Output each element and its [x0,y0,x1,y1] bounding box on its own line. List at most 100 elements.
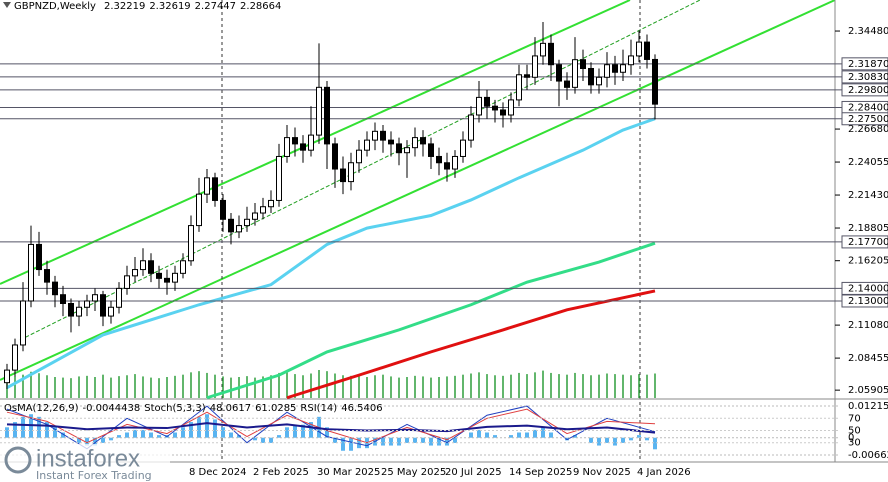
candle-body [492,105,498,111]
candle-body [348,162,354,183]
y-tick-label: 2.16205 [848,256,888,267]
candle-body [476,96,482,116]
candle-body [316,86,322,136]
y-tick-label: 2.11080 [848,320,888,331]
candle-body [100,294,106,317]
candle-body [644,41,650,60]
candle-body [620,64,626,73]
candle-body [172,272,178,283]
osma-tick-label: -0.006625 [848,450,888,461]
ohlc-value: 2.32219 [104,1,145,12]
candle-body [404,147,410,154]
channel-mid [19,0,701,341]
candle-body [556,64,562,82]
level-label: 2.29800 [848,85,888,96]
candle-body [276,155,282,201]
menu-icon[interactable] [3,2,11,8]
candle-body [572,59,578,88]
candle-body [388,139,394,145]
candle-body [148,260,154,274]
indicator-header: 46.5406 [341,403,382,414]
candle-body [428,143,434,157]
candle-body [396,143,402,154]
level-label-box [841,57,888,71]
candle-body [412,137,418,149]
level-label-box [841,83,888,97]
y-tick-label: 2.26680 [848,124,888,135]
candle-body [628,55,634,66]
candle-body [124,275,130,289]
x-tick-label: 9 Nov 2025 [573,467,631,478]
candle-body [116,287,122,308]
candle-body [444,162,450,170]
level-label-box [841,235,888,249]
candle-body [36,243,42,271]
logo-icon [4,446,32,474]
candle-body [436,155,442,164]
candle-body [92,294,98,302]
indicator-header: 48.0617 [210,403,251,414]
channel-upper [0,0,631,285]
candle-body [468,114,474,141]
y-tick-label: 2.05905 [848,385,888,396]
level-label: 2.28400 [848,102,888,113]
pct-tick-label: 70 [848,413,861,424]
level-label-box [841,70,888,84]
pct-tick-label: 30 [848,438,861,449]
candle-body [604,64,610,78]
candle-body [324,86,330,145]
candle-body [60,294,66,304]
indicator-header: Stoch(5,3,3) [144,403,206,414]
indicator-header: -0.0044438 [83,403,141,414]
x-tick-label: 4 Jan 2026 [637,467,691,478]
candle-body [340,168,346,183]
candle-body [132,269,138,277]
x-tick-label: 25 May 2025 [381,467,446,478]
candle-body [140,260,146,271]
candle-body [84,300,90,308]
candle-body [196,193,202,227]
level-label-box [841,294,888,308]
ohlc-value: 2.32619 [149,1,190,12]
candle-body [220,199,226,220]
candle-body [580,59,586,69]
x-tick-label: 30 Mar 2025 [317,467,380,478]
y-tick-label: 2.21430 [848,190,888,201]
candle-body [460,139,466,157]
level-label-box [841,112,888,126]
candle-body [420,137,426,145]
candle-body [636,41,642,57]
candle-body [292,137,298,145]
moving-average [206,241,656,400]
logo: instaforex [36,445,140,472]
candle-body [380,130,386,141]
y-tick-label: 2.24055 [848,157,888,168]
candle-body [228,218,234,233]
candle-body [12,344,18,371]
candle-body [500,109,506,116]
candle-body [372,130,378,141]
candle-body [268,199,274,208]
indicator-header: RSI(14) [300,403,337,414]
indicator-header: OsMA(12,26,9) [4,403,79,414]
y-tick-label: 2.18805 [848,223,888,234]
candle-body [76,306,82,317]
candle-body [652,58,658,105]
candle-body [484,96,490,107]
level-label: 2.31870 [848,59,888,70]
level-label: 2.27500 [848,114,888,125]
candle-body [516,74,522,101]
candle-body [612,64,618,73]
candle-body [452,155,458,170]
chart-title: GBPNZD,Weekly [14,1,96,12]
candle-body [300,143,306,151]
ohlc-value: 2.27447 [195,1,236,12]
candle-body [564,80,570,88]
candle-body [20,300,26,346]
candle-body [364,139,370,151]
candle-body [68,302,74,317]
rsi-line [6,422,656,434]
level-label: 2.17700 [848,237,888,248]
candle-body [356,149,362,164]
